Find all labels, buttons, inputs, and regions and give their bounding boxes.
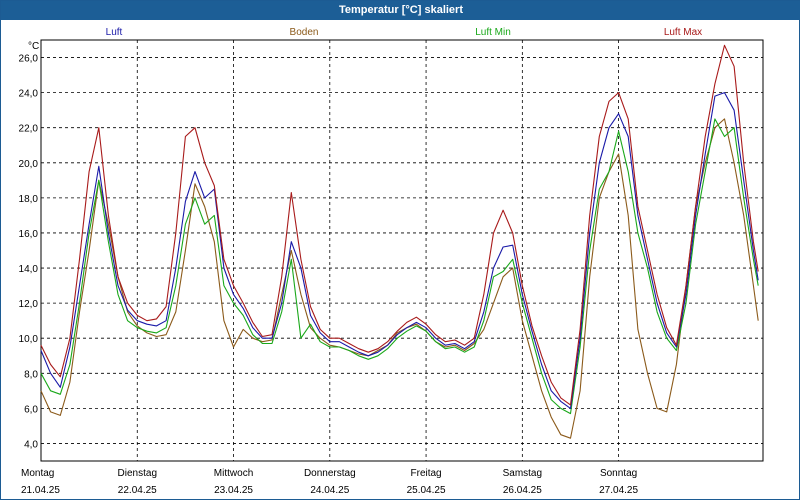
y-tick-label: 14,0 — [19, 264, 39, 275]
x-tick-date: 23.04.25 — [214, 485, 253, 496]
x-tick-date: 24.04.25 — [310, 485, 349, 496]
y-tick-label: 26,0 — [19, 54, 39, 65]
legend-boden: Boden — [290, 27, 319, 38]
y-tick-label: 10,0 — [19, 334, 39, 345]
y-tick-label: 22,0 — [19, 124, 39, 135]
x-axis-ticks: Montag 21.04.25 Dienstag 22.04.25 Mittwoch 23… — [21, 468, 638, 496]
x-tick-date: 25.04.25 — [407, 485, 446, 496]
x-tick-day: Freitag — [411, 468, 442, 479]
series-line-boden — [40, 118, 759, 439]
y-tick-label: 12,0 — [19, 299, 39, 310]
series-lines — [40, 44, 759, 439]
x-tick-day: Mittwoch — [214, 468, 253, 479]
x-tick-day: Donnerstag — [304, 468, 356, 479]
series-line-luft — [40, 92, 759, 409]
y-tick-label: 20,0 — [19, 159, 39, 170]
x-tick-day: Dienstag — [118, 468, 157, 479]
x-tick-day: Samstag — [503, 468, 542, 479]
legend-luft-min: Luft Min — [475, 27, 511, 38]
legend-luft-max: Luft Max — [664, 27, 702, 38]
x-tick-day: Sonntag — [600, 468, 637, 479]
series-line-luft-min — [40, 118, 759, 415]
x-tick-date: 21.04.25 — [21, 485, 60, 496]
y-tick-label: 18,0 — [19, 194, 39, 205]
y-tick-label: 6,0 — [24, 404, 38, 415]
y-tick-label: 24,0 — [19, 89, 39, 100]
grid-lines — [41, 40, 763, 461]
y-axis-ticks: 4,0 6,0 8,0 10,0 12,0 14,0 16,0 18,0 20,0 22,0 24,… — [19, 54, 39, 451]
x-tick-date: 22.04.25 — [118, 485, 157, 496]
x-tick-date: 27.04.25 — [599, 485, 638, 496]
window-title: Temperatur [°C] skaliert — [1, 1, 800, 20]
y-tick-label: 16,0 — [19, 229, 39, 240]
x-tick-day: Montag — [21, 468, 54, 479]
y-tick-label: 8,0 — [24, 369, 38, 380]
x-tick-date: 26.04.25 — [503, 485, 542, 496]
y-axis-unit: °C — [28, 41, 39, 52]
legend-luft: Luft — [106, 27, 123, 38]
y-tick-label: 4,0 — [24, 439, 38, 450]
series-line-luft-max — [40, 44, 759, 406]
